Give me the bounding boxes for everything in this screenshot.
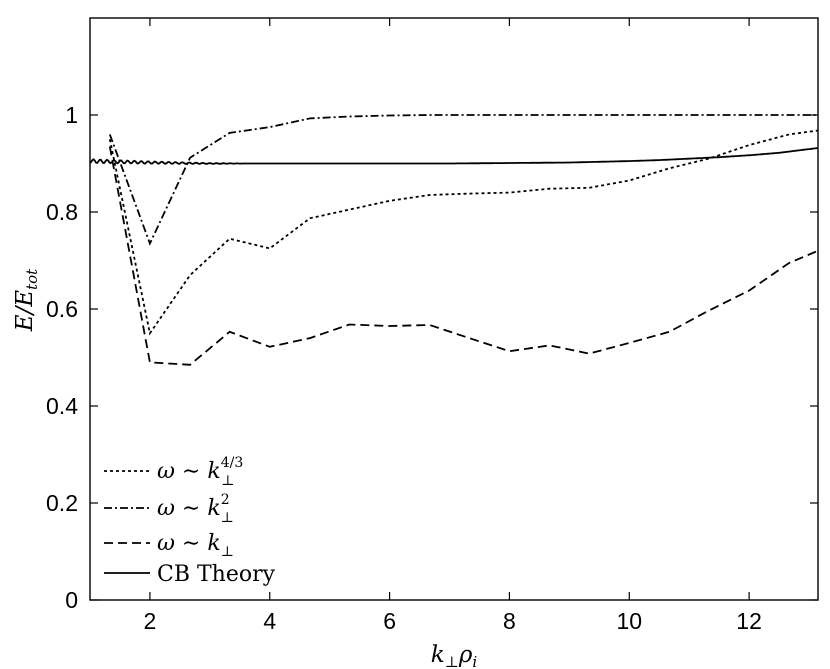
x-tick-label: 4 bbox=[263, 608, 276, 634]
series-line-1 bbox=[108, 114, 818, 246]
y-tick-label: 0.2 bbox=[46, 490, 78, 516]
series-line-3 bbox=[89, 147, 818, 165]
x-tick-label: 6 bbox=[383, 608, 396, 634]
y-tick-label: 0 bbox=[65, 587, 78, 613]
x-tick-label: 2 bbox=[144, 608, 157, 634]
y-tick-label: 0.4 bbox=[46, 393, 78, 419]
tick-labels-layer: 2 4 6 8 10 12 0 0.2 0.4 0.6 0.8 1 bbox=[46, 102, 762, 634]
ticks-layer bbox=[90, 18, 818, 601]
x-tick-label: 10 bbox=[616, 608, 642, 634]
x-tick-label: 8 bbox=[503, 608, 516, 634]
y-tick-label: 0.8 bbox=[46, 199, 78, 225]
y-tick-label: 1 bbox=[65, 102, 78, 128]
legend-label-cb: CB Theory bbox=[157, 562, 276, 587]
series-line-2 bbox=[108, 146, 819, 366]
y-tick-label: 0.6 bbox=[46, 296, 78, 322]
x-axis-label: k⊥ρi bbox=[431, 642, 478, 669]
x-tick-label: 12 bbox=[736, 608, 762, 634]
y-axis-label: E/Etot bbox=[12, 268, 41, 332]
series-layer bbox=[89, 114, 819, 366]
